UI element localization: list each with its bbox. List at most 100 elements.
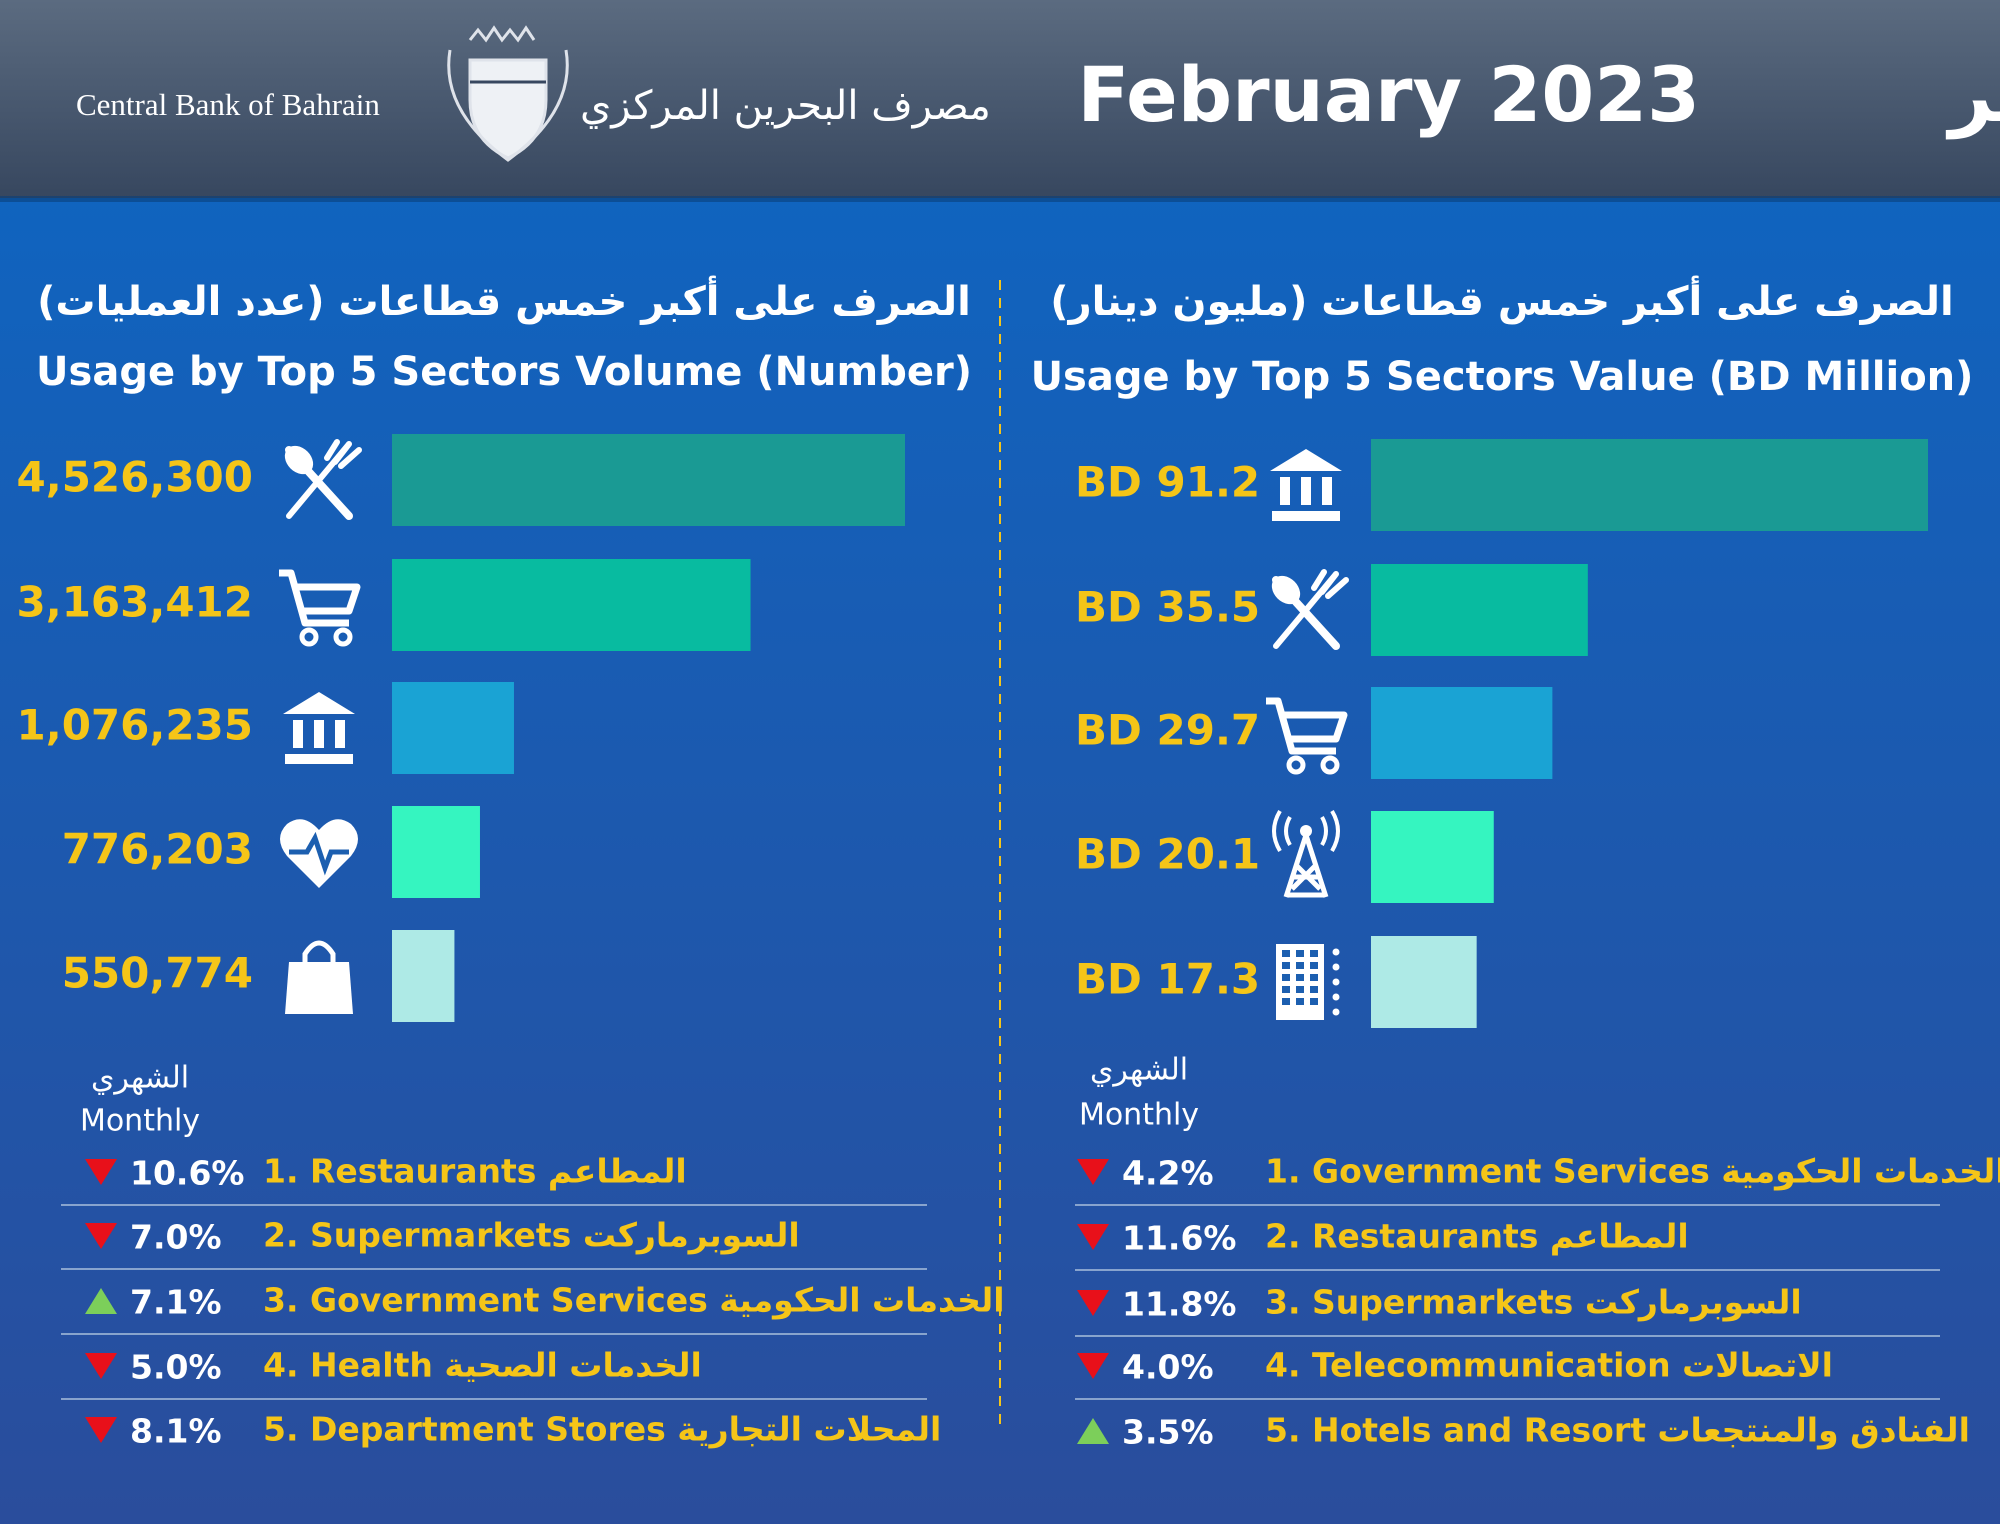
icon-part [1282,986,1290,993]
org-name: Central Bank of Bahrain [76,87,380,122]
monthly-change: 3.5% [1122,1413,1214,1452]
icon-part [1310,962,1318,969]
icon-part [1282,950,1290,957]
sector-icon [1276,944,1340,1020]
icon-part [1310,998,1318,1005]
value-label: BD 91.2 [1075,458,1260,507]
icon-part [283,692,355,764]
arrow-down [85,1353,117,1379]
monthly-change: 8.1% [130,1412,222,1451]
sector-icon [1270,449,1342,521]
value-label: 776,203 [62,825,253,874]
icon-part [1332,978,1340,986]
monthly-heading-ar: الشهري [91,1061,189,1096]
icon-part [1282,974,1290,981]
monthly-heading: Monthly [80,1104,200,1139]
icon-part [1282,998,1290,1005]
icon-part [1332,963,1340,971]
monthly-sector: 5. Hotels and Resort الفنادق والمنتجعات [1265,1411,1970,1451]
arrow-down [85,1417,117,1443]
value-label: 3,163,412 [17,578,253,627]
arrow-down [1077,1159,1109,1185]
header-bar [0,0,2000,198]
monthly-sector: 5. Department Stores المحلات التجارية [263,1410,941,1449]
chart-title-ar: الصرف على أكبر خمس قطاعات (عدد العمليات) [37,275,971,325]
value-label: BD 29.7 [1075,706,1260,755]
arrow-down [1077,1353,1109,1379]
icon-part [1296,950,1304,957]
sector-icon [283,692,355,764]
icon-part [302,940,336,970]
arrow-up [85,1288,117,1314]
icon-part [1296,962,1304,969]
monthly-heading-ar: الشهري [1090,1053,1188,1088]
emblem [447,25,569,162]
icon-part [1300,825,1312,837]
period-ar: فبراير [1945,50,2000,140]
sector-icon [279,569,361,647]
monthly-sector: 3. Government Services الخدمات الحكومية [263,1281,1005,1321]
monthly-change: 7.0% [130,1218,222,1257]
header-shadow [0,196,2000,202]
icon-part [1271,575,1301,605]
icon-part [1332,948,1340,956]
sector-icon [1271,569,1349,650]
monthly-sector: 4. Health الخدمات الصحية [263,1346,702,1385]
icon-part [1286,755,1306,775]
monthly-sector: 1. Government Services الخدمات الحكومية [1265,1152,2000,1192]
icon-part [333,627,353,647]
icon-part [1310,974,1318,981]
icon-part [1272,809,1340,853]
icon-part [1332,993,1340,1001]
sector-icon [284,439,362,520]
icon-part [299,627,319,647]
bar [1371,439,1928,531]
bar [392,930,455,1022]
value-label: BD 17.3 [1075,955,1260,1004]
bar [1371,811,1494,903]
icon-part [1270,449,1342,521]
icon-part [285,962,353,1014]
monthly-change: 4.0% [1122,1348,1214,1387]
icon-part [289,831,349,876]
bar [392,434,905,526]
org-name-ar: مصرف البحرين المركزي [580,83,991,129]
arrow-up [1077,1418,1109,1444]
chart-title: Usage by Top 5 Sectors Volume (Number) [36,349,972,395]
sector-icon [1272,809,1340,898]
arrow-down [1077,1290,1109,1316]
value-label: BD 35.5 [1075,583,1260,632]
arrow-down [85,1159,117,1185]
monthly-change: 11.6% [1122,1219,1237,1258]
sector-icon [280,819,358,888]
monthly-sector: 2. Supermarkets السوبرماركت [263,1216,800,1256]
icon-part [1266,697,1348,755]
value-label: 550,774 [62,949,253,998]
monthly-heading: Monthly [1079,1098,1199,1133]
monthly-change: 4.2% [1122,1154,1214,1193]
icon-part [286,439,362,519]
icon-part [1310,950,1318,957]
bar [1371,687,1553,779]
icon-part [1296,998,1304,1005]
period: February 2023 [1077,50,1700,139]
icon-part [284,445,314,475]
bar [1371,936,1477,1028]
chart-title: Usage by Top 5 Sectors Value (BD Million… [1031,354,1974,400]
monthly-sector: 4. Telecommunication الاتصالات [1265,1346,1833,1385]
icon-part [1296,974,1304,981]
monthly-change: 5.0% [130,1348,222,1387]
monthly-change: 7.1% [130,1283,222,1322]
icon-part [279,569,361,627]
sector-icon [285,940,353,1014]
bar [1371,564,1588,656]
monthly-sector: 3. Supermarkets السوبرماركت [1265,1283,1802,1323]
monthly-sector: 1. Restaurants المطاعم [263,1152,687,1191]
value-label: 4,526,300 [17,453,253,502]
icon-part [1282,962,1290,969]
bar [392,559,751,651]
icon-part [1320,755,1340,775]
value-label: 1,076,235 [17,701,253,750]
